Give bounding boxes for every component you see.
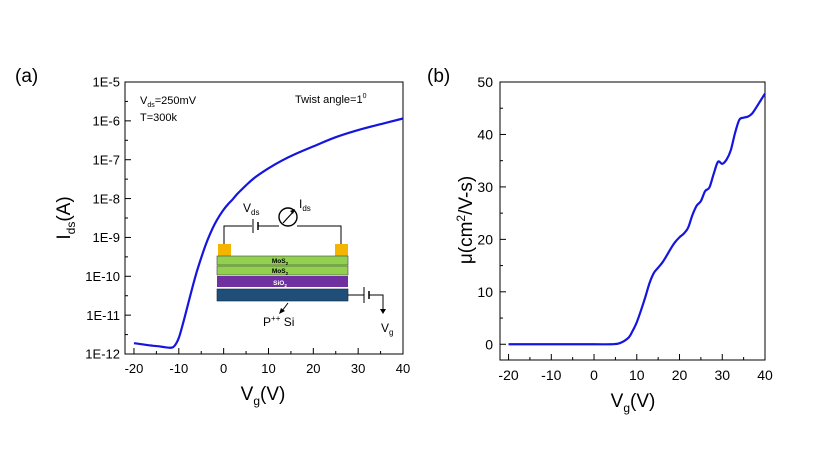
panel-b-frame [499, 81, 766, 361]
source-contact [218, 244, 231, 256]
inset-vds-label: Vds [243, 201, 259, 217]
panel-a-label: (a) [15, 66, 38, 87]
x-tick-label: 10 [261, 361, 275, 376]
x-tick-label: -10 [169, 361, 188, 376]
substrate-label: P++ Si [263, 314, 294, 329]
si-substrate-layer [216, 288, 349, 302]
panel-b-y-axis-title: μ(cm2/V-s) [454, 176, 477, 264]
panel-b-data [508, 92, 766, 346]
panel-b-x-ticks: -20 -10 0 10 20 30 40 [498, 354, 773, 383]
series-line [508, 92, 766, 346]
gate-arrow-head [380, 309, 386, 314]
x-tick-label: 40 [396, 361, 410, 376]
mos2-bottom-label: MoS2 [272, 268, 289, 276]
inset-vg-label: Vg [381, 321, 393, 337]
panel-b-label: (b) [427, 66, 450, 87]
drain-contact [335, 244, 348, 256]
panel-b-plot-area [499, 81, 766, 361]
x-tick-label: 20 [306, 361, 320, 376]
mos2-bottom-layer [216, 265, 349, 276]
y-tick-label: 1E-9 [93, 230, 120, 245]
y-tick-label: 1E-10 [85, 269, 120, 284]
panel-b-x-axis-title: Vg(V) [611, 391, 656, 415]
y-tick-label: 40 [477, 126, 493, 142]
gate-wire-out [369, 294, 384, 311]
device-schematic-inset: Vds Ids MoS2 MoS2 SiO2 Vg P++ Si [216, 197, 393, 337]
mos2-top-layer [216, 255, 349, 266]
y-tick-label: 0 [485, 336, 493, 352]
y-tick-label: 1E-11 [86, 308, 120, 323]
panel-a-y-ticks: 1E-12 1E-11 1E-10 1E-9 1E-8 1E-7 1E-6 1E-5 [85, 75, 131, 362]
x-tick-label: -20 [125, 361, 144, 376]
panel-a-x-axis-title: Vg(V) [241, 384, 286, 408]
x-tick-label: 30 [714, 367, 730, 383]
y-tick-label: 1E-8 [93, 191, 120, 206]
x-tick-label: -20 [498, 367, 518, 383]
panel-b: (b) -20 -10 0 10 20 30 40 0 10 20 30 40 50 Vg(V) μ(… [427, 66, 773, 415]
inset-ids-label: Ids [299, 197, 311, 213]
y-tick-label: 1E-12 [85, 347, 120, 362]
sio2-label: SiO2 [273, 280, 287, 288]
x-tick-label: 0 [220, 361, 227, 376]
panel-a: (a) -20 -10 0 10 20 30 40 1E-121E-111E-101E-91… [15, 66, 410, 408]
twist-angle-annotation: Twist angle=10 [295, 93, 367, 106]
x-tick-label: -10 [541, 367, 561, 383]
sio2-layer [217, 276, 348, 287]
series-line [133, 117, 404, 349]
y-tick-label: 1E-6 [93, 114, 120, 129]
y-tick-label: 1E-7 [93, 152, 120, 167]
substrate-pointer-head [279, 308, 285, 314]
circuit-wire [223, 225, 252, 244]
y-tick-label: 50 [477, 74, 493, 90]
circuit-wire-right [297, 225, 342, 244]
mos2-top-label: MoS2 [272, 258, 289, 266]
y-tick-label: 20 [477, 231, 493, 247]
temperature-annotation: T=300k [140, 112, 177, 124]
panel-a-y-axis-title: Ids(A) [54, 196, 78, 239]
y-tick-label: 1E-5 [93, 75, 120, 90]
vds-annotation: Vds=250mV [140, 95, 197, 109]
x-tick-label: 20 [672, 367, 688, 383]
panel-a-x-ticks: -20 -10 0 10 20 30 40 [125, 348, 410, 376]
y-tick-label: 10 [477, 284, 493, 300]
x-tick-label: 40 [757, 367, 773, 383]
panel-b-y-ticks: 0 10 20 30 40 50 [477, 74, 506, 352]
x-tick-label: 30 [351, 361, 365, 376]
x-tick-label: 0 [590, 367, 598, 383]
ammeter-needle-head [290, 209, 295, 214]
y-tick-label: 30 [477, 179, 493, 195]
x-tick-label: 10 [629, 367, 645, 383]
panel-a-data [133, 117, 404, 349]
